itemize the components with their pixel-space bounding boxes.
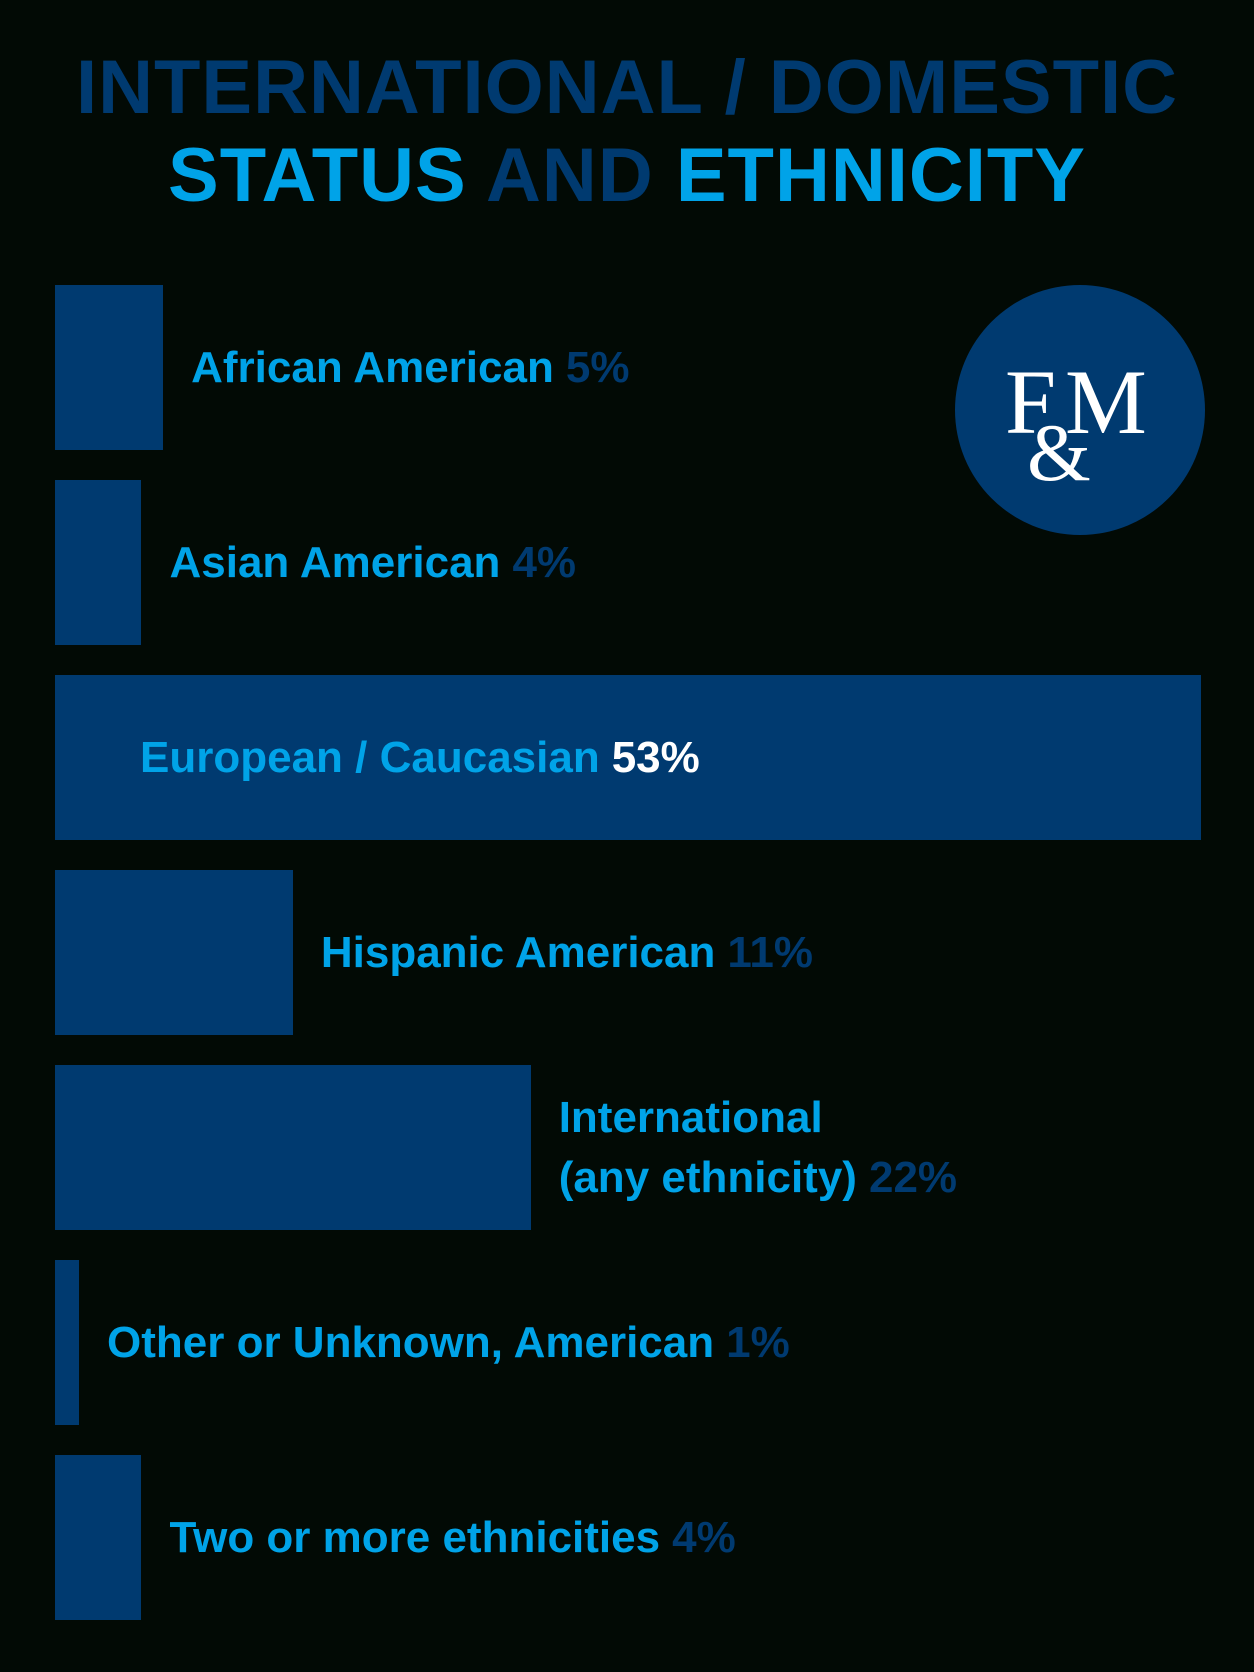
bar-label: Asian American 4%: [169, 533, 576, 593]
chart-title-line-2: STATUS AND ETHNICITY: [0, 138, 1254, 214]
title-ethnicity-text: ETHNICITY: [675, 133, 1086, 218]
category-label-line-2: (any ethnicity): [558, 1152, 857, 1202]
fm-logo: F M &: [955, 285, 1205, 535]
bar-label: International (any ethnicity) 22%: [559, 1088, 957, 1208]
title-and-text: AND: [486, 133, 654, 218]
fm-monogram-icon: F M &: [955, 285, 1205, 535]
bar-label: African American 5%: [191, 338, 629, 398]
category-label: Asian American: [169, 537, 501, 587]
bar: [55, 480, 142, 645]
category-label: Other or Unknown, American: [107, 1317, 715, 1367]
value-label: 4%: [512, 537, 577, 587]
bar-label: Hispanic American 11%: [321, 923, 813, 983]
value-label: 22%: [868, 1152, 958, 1202]
category-label: African American: [191, 342, 554, 392]
bar-label: Other or Unknown, American 1%: [107, 1313, 790, 1373]
category-label: Hispanic American: [320, 927, 716, 977]
title-line-1-text: INTERNATIONAL / DOMESTIC: [75, 45, 1179, 130]
bar-label: European / Caucasian 53%: [140, 728, 700, 788]
title-status-text: STATUS: [168, 133, 467, 218]
bar: [55, 285, 164, 450]
bar: [55, 1065, 531, 1230]
bar-label: Two or more ethnicities 4%: [169, 1508, 735, 1568]
value-label: 53%: [611, 732, 700, 782]
value-label: 4%: [672, 1512, 736, 1562]
value-label: 1%: [726, 1317, 790, 1367]
logo-letter-m: M: [1065, 351, 1147, 453]
category-label-line-1: International: [558, 1092, 823, 1142]
logo-ampersand: &: [1027, 407, 1091, 498]
value-label: 11%: [727, 927, 814, 977]
category-label: Two or more ethnicities: [169, 1512, 661, 1562]
category-label: European / Caucasian: [140, 732, 600, 782]
bar: [55, 675, 1201, 840]
logo-letter-f: F: [1005, 351, 1056, 453]
bar: [55, 1455, 142, 1620]
bar: [55, 870, 293, 1035]
bar: [55, 1260, 79, 1425]
value-label: 5%: [565, 342, 630, 392]
chart-title-line-1: INTERNATIONAL / DOMESTIC: [0, 50, 1254, 126]
